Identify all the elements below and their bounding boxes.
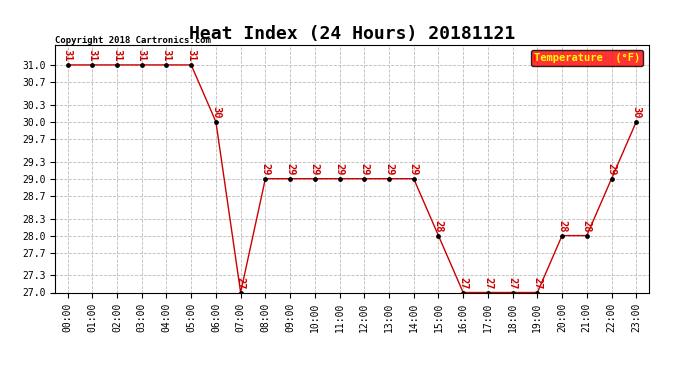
Text: 29: 29 [335,163,344,175]
Text: 30: 30 [631,106,641,118]
Text: 29: 29 [408,163,419,175]
Text: 31: 31 [63,49,72,62]
Point [235,290,246,296]
Point [631,119,642,125]
Point [260,176,271,182]
Point [457,290,469,296]
Text: 29: 29 [310,163,319,175]
Text: 29: 29 [260,163,270,175]
Point [557,232,568,238]
Text: 28: 28 [582,220,592,232]
Text: 31: 31 [112,49,122,62]
Point [507,290,518,296]
Text: 31: 31 [88,49,97,62]
Point [359,176,370,182]
Text: 27: 27 [483,277,493,289]
Point [62,62,73,68]
Text: 28: 28 [433,220,444,232]
Text: 31: 31 [137,49,147,62]
Point [161,62,172,68]
Title: Heat Index (24 Hours) 20181121: Heat Index (24 Hours) 20181121 [189,26,515,44]
Text: 29: 29 [384,163,394,175]
Text: 27: 27 [508,277,518,289]
Point [606,176,617,182]
Text: 28: 28 [557,220,567,232]
Point [433,232,444,238]
Point [186,62,197,68]
Point [210,119,221,125]
Text: Copyright 2018 Cartronics.com: Copyright 2018 Cartronics.com [55,36,211,45]
Point [384,176,395,182]
Text: 29: 29 [285,163,295,175]
Point [87,62,98,68]
Text: 27: 27 [533,277,542,289]
Point [334,176,345,182]
Point [482,290,493,296]
Text: 31: 31 [186,49,196,62]
Point [136,62,147,68]
Legend: Temperature  (°F): Temperature (°F) [531,50,643,66]
Point [309,176,320,182]
Point [112,62,123,68]
Point [581,232,592,238]
Text: 31: 31 [161,49,171,62]
Text: 30: 30 [211,106,221,118]
Text: 27: 27 [236,277,246,289]
Point [408,176,420,182]
Point [284,176,295,182]
Point [532,290,543,296]
Text: 29: 29 [607,163,616,175]
Text: 27: 27 [458,277,468,289]
Text: 29: 29 [359,163,369,175]
